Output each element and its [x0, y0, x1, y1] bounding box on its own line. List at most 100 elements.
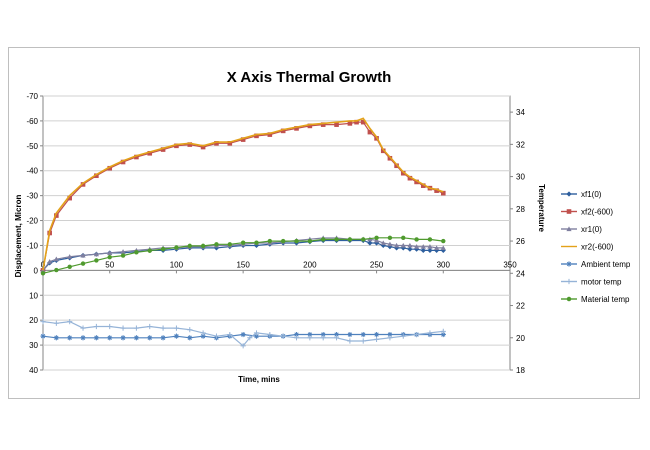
legend-label-5: motor temp — [581, 278, 622, 287]
series-4-point-22 — [333, 331, 340, 338]
series-5-point-20 — [293, 335, 300, 341]
series-1-point-2 — [54, 213, 59, 218]
series-5-point-9 — [160, 325, 166, 331]
series-5-point-10 — [173, 325, 180, 331]
series-5-point-3 — [80, 325, 86, 331]
series-2-point-31 — [400, 242, 406, 248]
series-1-point-20 — [294, 126, 299, 131]
series-6-point-9 — [160, 246, 166, 252]
y2-tick-label-6: 30 — [516, 173, 525, 182]
y-tick-label-6: -10 — [26, 241, 38, 250]
series-5-point-14 — [227, 331, 233, 338]
series-4-point-5 — [107, 335, 113, 341]
legend-marker-4 — [566, 261, 572, 267]
series-6-point-22 — [334, 237, 339, 242]
series-4-point-0 — [40, 333, 46, 339]
series-6-point-27 — [401, 235, 406, 241]
series-4-point-2 — [67, 335, 73, 341]
series-1-point-4 — [80, 182, 86, 187]
series-6-point-4 — [94, 258, 99, 263]
series-2-point-30 — [393, 242, 400, 248]
series-4-point-26 — [387, 331, 393, 338]
series-6-point-8 — [147, 248, 152, 253]
series-4-point-1 — [53, 335, 59, 341]
series-1-point-7 — [120, 159, 126, 165]
y2-tick-label-5: 28 — [516, 205, 525, 214]
series-1-point-13 — [200, 144, 206, 150]
series-4-point-10 — [173, 333, 180, 339]
series-5-point-16 — [247, 335, 253, 341]
legend-item-0: xf1(0) — [561, 190, 602, 199]
series-2-point-3 — [67, 254, 73, 259]
chart-area: X Axis Thermal Growth -70 -60 -50 -40 -30 -20… — [8, 47, 640, 399]
series-5-point-5 — [107, 323, 113, 330]
y2-tick-label-7: 32 — [516, 140, 525, 149]
series-4-point-20 — [307, 331, 313, 338]
series-1-point-9 — [147, 150, 153, 156]
series-6-point-0 — [40, 271, 46, 276]
series-2-point-28 — [380, 240, 386, 246]
series-6-point-24 — [361, 237, 366, 242]
series-3 — [42, 117, 444, 271]
y-tick-label-3: -40 — [26, 167, 38, 176]
series-5-point-17 — [253, 330, 260, 336]
series-6-point-30 — [441, 238, 446, 244]
series-1-point-32 — [400, 170, 406, 176]
series-4-point-15 — [240, 331, 246, 338]
series-4-point-21 — [320, 331, 326, 338]
series-1-point-19 — [280, 128, 286, 134]
y-tick-label-5: -20 — [26, 217, 38, 226]
series-6-point-18 — [280, 238, 286, 244]
series-0-point-33 — [414, 246, 420, 252]
legend-label-0: xf1(0) — [581, 190, 602, 199]
series-1-point-34 — [414, 179, 419, 185]
series-6-point-11 — [187, 243, 192, 249]
series-1-point-6 — [107, 165, 113, 171]
series-1-point-16 — [240, 137, 246, 142]
series-4-point-7 — [133, 335, 139, 341]
series-6-point-16 — [254, 240, 259, 245]
series-5-point-19 — [280, 333, 286, 339]
x-tick-label-3: 150 — [236, 260, 250, 269]
legend-label-1: xf2(-600) — [581, 208, 613, 217]
series-6-point-3 — [80, 261, 86, 266]
series-6-point-29 — [427, 237, 433, 242]
series-4-point-6 — [120, 335, 126, 341]
series-2-point-7 — [120, 249, 126, 254]
series-4-point-9 — [160, 335, 166, 341]
series-6-point-15 — [240, 240, 246, 245]
series-4-point-23 — [347, 331, 353, 338]
series-1-point-26 — [360, 119, 366, 125]
series-2-point-33 — [414, 244, 420, 249]
y-tick-label-2: -50 — [26, 142, 38, 151]
y2-tick-label-3: 24 — [516, 269, 525, 278]
series-6-point-14 — [227, 242, 233, 247]
legend-item-5: motor temp — [561, 278, 622, 287]
series-1-point-24 — [347, 121, 353, 126]
series-2-point-2 — [53, 256, 59, 262]
x-tick-label-5: 250 — [370, 260, 384, 269]
y-tick-label-8: 10 — [29, 291, 38, 300]
legend-item-6: Material temp — [561, 295, 630, 304]
series-5-point-0 — [40, 319, 46, 325]
series-1-point-5 — [94, 173, 99, 179]
series-1-point-37 — [434, 188, 439, 193]
series-5-point-18 — [267, 331, 273, 338]
y-tick-label-4: -30 — [26, 192, 38, 201]
series-6-point-20 — [307, 238, 313, 244]
y-tick-label-9: 20 — [29, 316, 38, 325]
series-4-point-16 — [253, 333, 260, 339]
y-tick-label-1: -60 — [26, 117, 38, 126]
series-6-point-17 — [267, 238, 273, 244]
series-layer — [40, 117, 446, 349]
series-0-point-34 — [420, 247, 426, 254]
thermal-growth-chart: X Axis Thermal Growth -70 -60 -50 -40 -30 -20… — [14, 69, 631, 384]
series-6-point-7 — [134, 250, 139, 255]
series-5-point-11 — [187, 327, 193, 333]
series-6-point-10 — [174, 245, 179, 250]
series-1-point-17 — [254, 133, 259, 139]
series-6-point-28 — [414, 237, 419, 242]
series-5-point-1 — [53, 320, 59, 326]
series-line-1 — [42, 121, 444, 271]
series-1-point-14 — [214, 141, 219, 146]
